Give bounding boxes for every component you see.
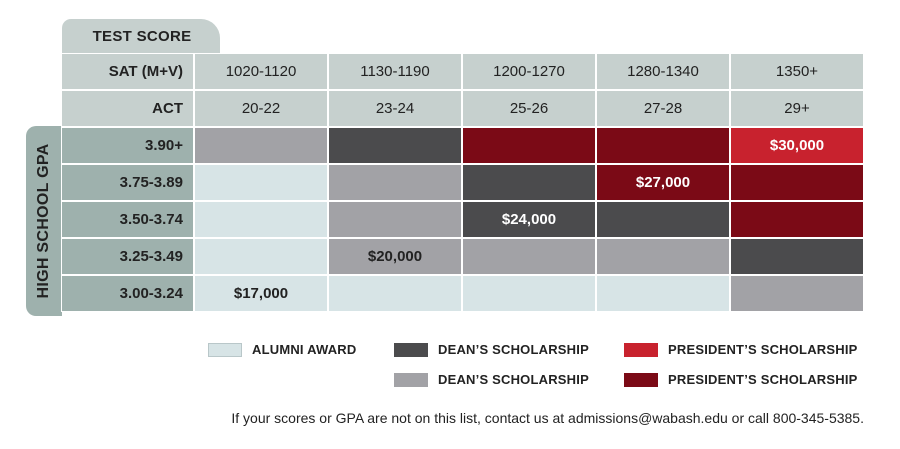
legend-label-dean_dark: DEAN’S SCHOLARSHIP — [438, 342, 589, 357]
award-amount-1: $27,000 — [635, 174, 691, 191]
award-cell-r1-c1 — [328, 164, 462, 201]
gpa-row-label-1: 3.75-3.89 — [61, 164, 194, 201]
award-cell-r1-c0 — [194, 164, 328, 201]
legend-swatch-president_dark — [624, 373, 658, 387]
award-cell-r3-c2 — [462, 238, 596, 275]
legend-label-alumni: ALUMNI AWARD — [252, 342, 357, 357]
award-cell-r2-c3 — [596, 201, 730, 238]
legend-swatch-alumni — [208, 343, 242, 357]
award-cell-r3-c0 — [194, 238, 328, 275]
sat-range-4: 1350+ — [730, 53, 864, 90]
award-cell-r0-c1 — [328, 127, 462, 164]
sat-range-3: 1280-1340 — [596, 53, 730, 90]
award-cell-r2-c2: $24,000 — [462, 201, 596, 238]
award-cell-r2-c4 — [730, 201, 864, 238]
act-header-label: ACT — [61, 90, 194, 127]
legend-label-president_bright: PRESIDENT’S SCHOLARSHIP — [668, 342, 858, 357]
award-cell-r4-c2 — [462, 275, 596, 312]
act-range-3: 27-28 — [596, 90, 730, 127]
act-range-4: 29+ — [730, 90, 864, 127]
act-range-0: 20-22 — [194, 90, 328, 127]
award-cell-r1-c4 — [730, 164, 864, 201]
test-score-tab: TEST SCORE — [61, 18, 221, 54]
gpa-side-tab — [26, 126, 62, 316]
legend-swatch-president_bright — [624, 343, 658, 357]
gpa-row-label-3: 3.25-3.49 — [61, 238, 194, 275]
award-cell-r0-c0 — [194, 127, 328, 164]
sat-range-0: 1020-1120 — [194, 53, 328, 90]
award-cell-r0-c2 — [462, 127, 596, 164]
award-amount-3: $20,000 — [367, 248, 423, 265]
award-cell-r4-c3 — [596, 275, 730, 312]
award-cell-r2-c0 — [194, 201, 328, 238]
test-score-label: TEST SCORE — [92, 28, 192, 45]
award-cell-r4-c4 — [730, 275, 864, 312]
act-range-1: 23-24 — [328, 90, 462, 127]
award-cell-r0-c4: $30,000 — [730, 127, 864, 164]
sat-header-label: SAT (M+V) — [61, 53, 194, 90]
award-cell-r2-c1 — [328, 201, 462, 238]
award-cell-r0-c3 — [596, 127, 730, 164]
award-amount-4: $17,000 — [233, 285, 289, 302]
legend-swatch-dean_dark — [394, 343, 428, 357]
award-cell-r4-c1 — [328, 275, 462, 312]
legend-label-president_dark: PRESIDENT’S SCHOLARSHIP — [668, 372, 858, 387]
sat-range-1: 1130-1190 — [328, 53, 462, 90]
footnote: If your scores or GPA are not on this li… — [231, 410, 864, 426]
legend-label-dean_light: DEAN’S SCHOLARSHIP — [438, 372, 589, 387]
award-cell-r3-c3 — [596, 238, 730, 275]
legend-swatch-dean_light — [394, 373, 428, 387]
award-cell-r3-c1: $20,000 — [328, 238, 462, 275]
award-cell-r3-c4 — [730, 238, 864, 275]
award-cell-r1-c2 — [462, 164, 596, 201]
act-range-2: 25-26 — [462, 90, 596, 127]
gpa-row-label-4: 3.00-3.24 — [61, 275, 194, 312]
award-amount-0: $30,000 — [769, 137, 825, 154]
gpa-side-label: HIGH SCHOOL GPA — [35, 143, 52, 299]
award-cell-r4-c0: $17,000 — [194, 275, 328, 312]
award-cell-r1-c3: $27,000 — [596, 164, 730, 201]
sat-range-2: 1200-1270 — [462, 53, 596, 90]
award-amount-2: $24,000 — [501, 211, 557, 228]
gpa-row-label-2: 3.50-3.74 — [61, 201, 194, 238]
gpa-row-label-0: 3.90+ — [61, 127, 194, 164]
